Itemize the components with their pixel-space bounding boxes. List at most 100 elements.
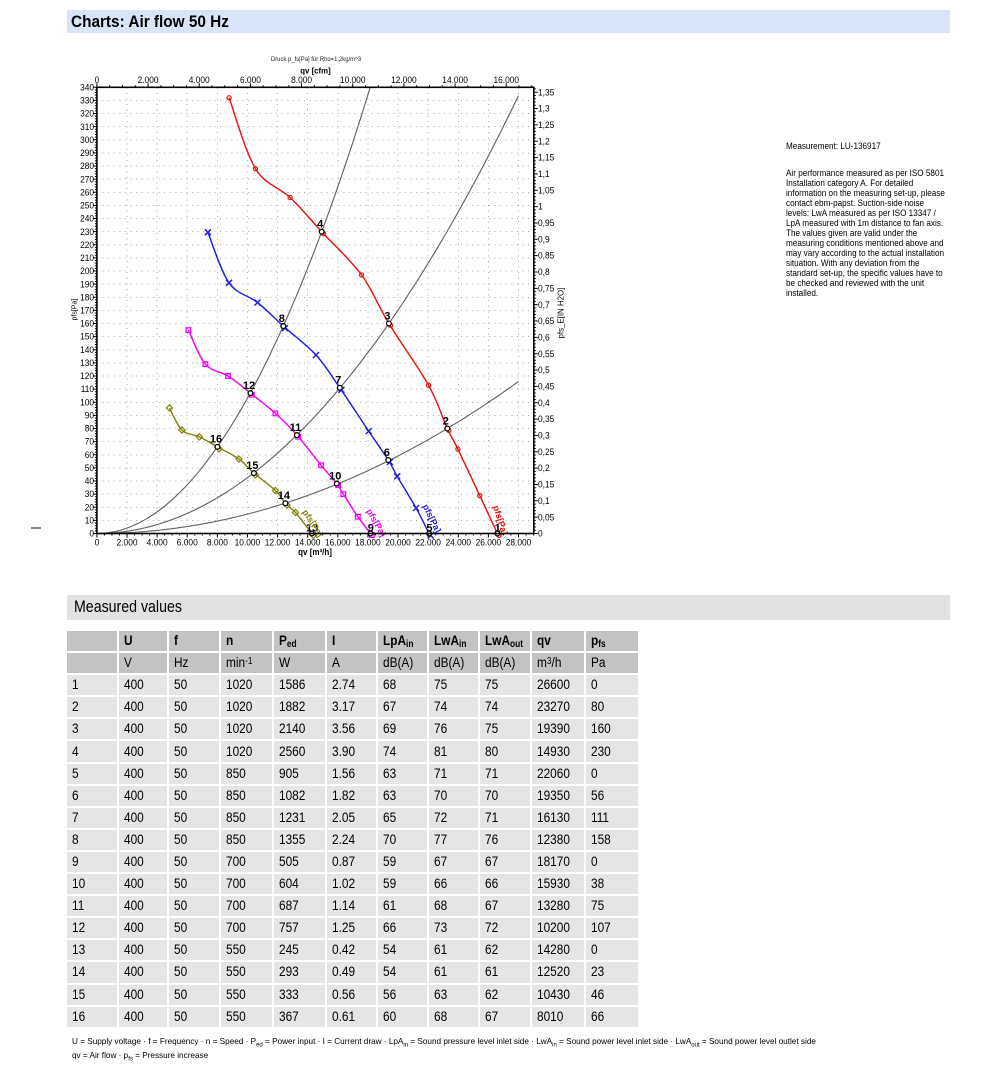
svg-text:120: 120 bbox=[80, 371, 94, 381]
svg-text:90: 90 bbox=[85, 410, 94, 420]
svg-text:7: 7 bbox=[335, 375, 341, 387]
svg-text:10: 10 bbox=[329, 470, 341, 482]
svg-text:0,15: 0,15 bbox=[538, 479, 554, 489]
svg-text:250: 250 bbox=[80, 200, 94, 210]
svg-text:28.000: 28.000 bbox=[506, 537, 532, 547]
svg-text:14.000: 14.000 bbox=[442, 75, 468, 85]
svg-text:8.000: 8.000 bbox=[291, 75, 312, 85]
svg-text:4.000: 4.000 bbox=[147, 537, 168, 547]
svg-text:50: 50 bbox=[85, 463, 94, 473]
svg-text:60: 60 bbox=[85, 450, 94, 460]
svg-text:240: 240 bbox=[80, 213, 94, 223]
svg-text:5: 5 bbox=[426, 522, 432, 534]
svg-text:170: 170 bbox=[80, 305, 94, 315]
svg-text:40: 40 bbox=[85, 476, 94, 486]
svg-text:2.000: 2.000 bbox=[138, 75, 159, 85]
svg-text:0: 0 bbox=[95, 75, 100, 85]
svg-text:280: 280 bbox=[80, 161, 94, 171]
svg-text:0: 0 bbox=[95, 537, 100, 547]
svg-text:190: 190 bbox=[80, 279, 94, 289]
svg-text:0,05: 0,05 bbox=[538, 512, 554, 522]
svg-text:16: 16 bbox=[210, 434, 222, 446]
svg-text:0,95: 0,95 bbox=[538, 218, 554, 228]
svg-text:24.000: 24.000 bbox=[445, 537, 471, 547]
svg-text:2.000: 2.000 bbox=[117, 537, 138, 547]
svg-text:210: 210 bbox=[80, 253, 94, 263]
svg-text:1,15: 1,15 bbox=[538, 152, 554, 162]
svg-text:0,25: 0,25 bbox=[538, 447, 554, 457]
svg-text:1,35: 1,35 bbox=[538, 87, 554, 97]
svg-text:0,2: 0,2 bbox=[538, 463, 550, 473]
svg-text:6: 6 bbox=[384, 447, 390, 459]
svg-text:14: 14 bbox=[278, 490, 291, 502]
svg-text:4.000: 4.000 bbox=[189, 75, 210, 85]
svg-text:180: 180 bbox=[80, 292, 94, 302]
svg-text:330: 330 bbox=[80, 95, 94, 105]
svg-text:100: 100 bbox=[80, 397, 94, 407]
svg-text:4: 4 bbox=[317, 219, 324, 231]
svg-text:16.000: 16.000 bbox=[493, 75, 519, 85]
svg-text:0,55: 0,55 bbox=[538, 348, 554, 358]
svg-text:26.000: 26.000 bbox=[476, 537, 502, 547]
svg-text:1,2: 1,2 bbox=[538, 136, 550, 146]
svg-text:0,85: 0,85 bbox=[538, 250, 554, 260]
svg-text:150: 150 bbox=[80, 331, 94, 341]
svg-text:0,75: 0,75 bbox=[538, 283, 554, 293]
svg-text:160: 160 bbox=[80, 318, 94, 328]
svg-text:20.000: 20.000 bbox=[385, 537, 411, 547]
svg-text:1,05: 1,05 bbox=[538, 185, 554, 195]
svg-text:320: 320 bbox=[80, 108, 94, 118]
svg-text:3: 3 bbox=[384, 310, 390, 322]
svg-text:qv [m³/h]: qv [m³/h] bbox=[298, 547, 332, 557]
svg-text:1,3: 1,3 bbox=[538, 103, 550, 113]
svg-text:110: 110 bbox=[81, 384, 94, 394]
svg-text:80: 80 bbox=[85, 423, 94, 433]
svg-text:0,9: 0,9 bbox=[538, 234, 550, 244]
svg-text:20: 20 bbox=[85, 502, 94, 512]
svg-text:10.000: 10.000 bbox=[340, 75, 366, 85]
svg-text:130: 130 bbox=[80, 358, 94, 368]
svg-text:0,35: 0,35 bbox=[538, 414, 554, 424]
svg-text:0,4: 0,4 bbox=[538, 397, 550, 407]
svg-text:0,8: 0,8 bbox=[538, 267, 550, 277]
svg-text:16.000: 16.000 bbox=[325, 537, 351, 547]
svg-text:290: 290 bbox=[80, 148, 94, 158]
svg-text:2: 2 bbox=[443, 415, 449, 427]
svg-text:1: 1 bbox=[538, 201, 543, 211]
svg-text:qv [cfm]: qv [cfm] bbox=[300, 66, 331, 75]
svg-text:340: 340 bbox=[80, 82, 94, 92]
svg-text:22.000: 22.000 bbox=[415, 537, 441, 547]
svg-text:12.000: 12.000 bbox=[391, 75, 417, 85]
svg-text:0,65: 0,65 bbox=[538, 316, 554, 326]
svg-text:14.000: 14.000 bbox=[295, 537, 321, 547]
svg-text:140: 140 bbox=[80, 345, 94, 355]
svg-text:1,25: 1,25 bbox=[538, 120, 554, 130]
svg-text:8: 8 bbox=[279, 313, 285, 325]
svg-text:0,7: 0,7 bbox=[538, 299, 550, 309]
svg-text:10.000: 10.000 bbox=[235, 537, 261, 547]
svg-text:260: 260 bbox=[80, 187, 94, 197]
svg-text:pfs_E[IN H2O]: pfs_E[IN H2O] bbox=[557, 288, 566, 339]
svg-text:310: 310 bbox=[80, 121, 94, 131]
svg-text:10: 10 bbox=[85, 515, 94, 525]
svg-text:8.000: 8.000 bbox=[207, 537, 228, 547]
svg-text:270: 270 bbox=[80, 174, 94, 184]
svg-text:pfs[Pa]: pfs[Pa] bbox=[421, 502, 443, 534]
svg-text:6.000: 6.000 bbox=[177, 537, 198, 547]
svg-text:6.000: 6.000 bbox=[240, 75, 261, 85]
svg-text:18.000: 18.000 bbox=[355, 537, 381, 547]
svg-text:0,5: 0,5 bbox=[538, 365, 550, 375]
svg-text:30: 30 bbox=[85, 489, 94, 499]
svg-text:Druck p_fs[Pa] für Rho=1,2kg/m: Druck p_fs[Pa] für Rho=1,2kg/m^3 bbox=[271, 56, 362, 63]
svg-text:300: 300 bbox=[80, 135, 94, 145]
svg-text:15: 15 bbox=[246, 460, 258, 472]
svg-text:1,1: 1,1 bbox=[538, 169, 550, 179]
svg-text:0,6: 0,6 bbox=[538, 332, 550, 342]
svg-text:0: 0 bbox=[538, 528, 543, 538]
svg-text:12.000: 12.000 bbox=[265, 537, 291, 547]
svg-text:70: 70 bbox=[85, 436, 94, 446]
svg-text:200: 200 bbox=[80, 266, 94, 276]
svg-text:13: 13 bbox=[306, 522, 318, 534]
svg-text:230: 230 bbox=[80, 226, 94, 236]
svg-text:0,1: 0,1 bbox=[538, 496, 550, 506]
